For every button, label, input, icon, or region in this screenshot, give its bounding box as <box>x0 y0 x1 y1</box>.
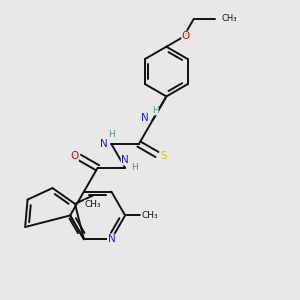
Text: CH₃: CH₃ <box>221 14 237 23</box>
Text: CH₃: CH₃ <box>141 211 158 220</box>
Text: H: H <box>152 106 159 115</box>
Text: N: N <box>121 155 129 165</box>
Text: CH₃: CH₃ <box>85 200 101 209</box>
Text: N: N <box>141 112 148 123</box>
Text: H: H <box>131 163 138 172</box>
Text: N: N <box>107 234 115 244</box>
Text: S: S <box>160 151 167 161</box>
Text: H: H <box>108 130 115 140</box>
Text: O: O <box>182 31 190 41</box>
Text: O: O <box>70 151 78 161</box>
Text: N: N <box>100 139 107 149</box>
